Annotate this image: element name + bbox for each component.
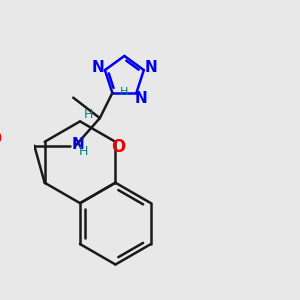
Text: O: O [0, 130, 2, 148]
Text: N: N [72, 137, 85, 152]
Text: N: N [134, 92, 147, 106]
Text: N: N [144, 60, 157, 75]
Text: H: H [78, 145, 88, 158]
Text: O: O [112, 138, 126, 156]
Text: H: H [84, 107, 93, 121]
Text: H: H [120, 87, 128, 97]
Text: N: N [92, 60, 104, 75]
